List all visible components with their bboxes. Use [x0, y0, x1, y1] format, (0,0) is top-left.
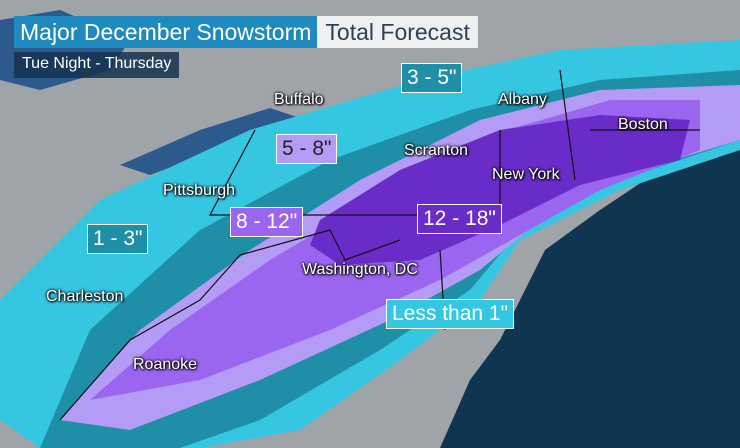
- label-8-12: 8 - 12": [230, 207, 304, 237]
- label-less-than-1: Less than 1": [386, 299, 515, 329]
- time-range: Tue Night - Thursday: [14, 52, 180, 78]
- city-pittsburgh: Pittsburgh: [163, 182, 236, 199]
- city-boston: Boston: [618, 116, 668, 133]
- city-roanoke: Roanoke: [133, 356, 198, 373]
- city-washington-dc: Washington, DC: [302, 261, 418, 278]
- state-borders: [59, 69, 700, 421]
- city-charleston: Charleston: [46, 288, 124, 305]
- label-1-3: 1 - 3": [87, 224, 149, 254]
- title-tag: Total Forecast: [317, 16, 478, 48]
- label-3-5: 3 - 5": [401, 63, 463, 93]
- title-main: Major December Snowstorm: [14, 16, 318, 48]
- label-12-18: 12 - 18": [417, 204, 502, 234]
- label-5-8: 5 - 8": [276, 134, 338, 164]
- ocean: [440, 130, 740, 448]
- city-scranton: Scranton: [404, 142, 469, 159]
- city-albany: Albany: [498, 91, 547, 108]
- map-title: Major December Snowstorm Total Forecast: [14, 16, 478, 48]
- city-buffalo: Buffalo: [274, 91, 324, 108]
- lake-erie: [120, 108, 300, 175]
- city-new-york: New York: [492, 166, 560, 183]
